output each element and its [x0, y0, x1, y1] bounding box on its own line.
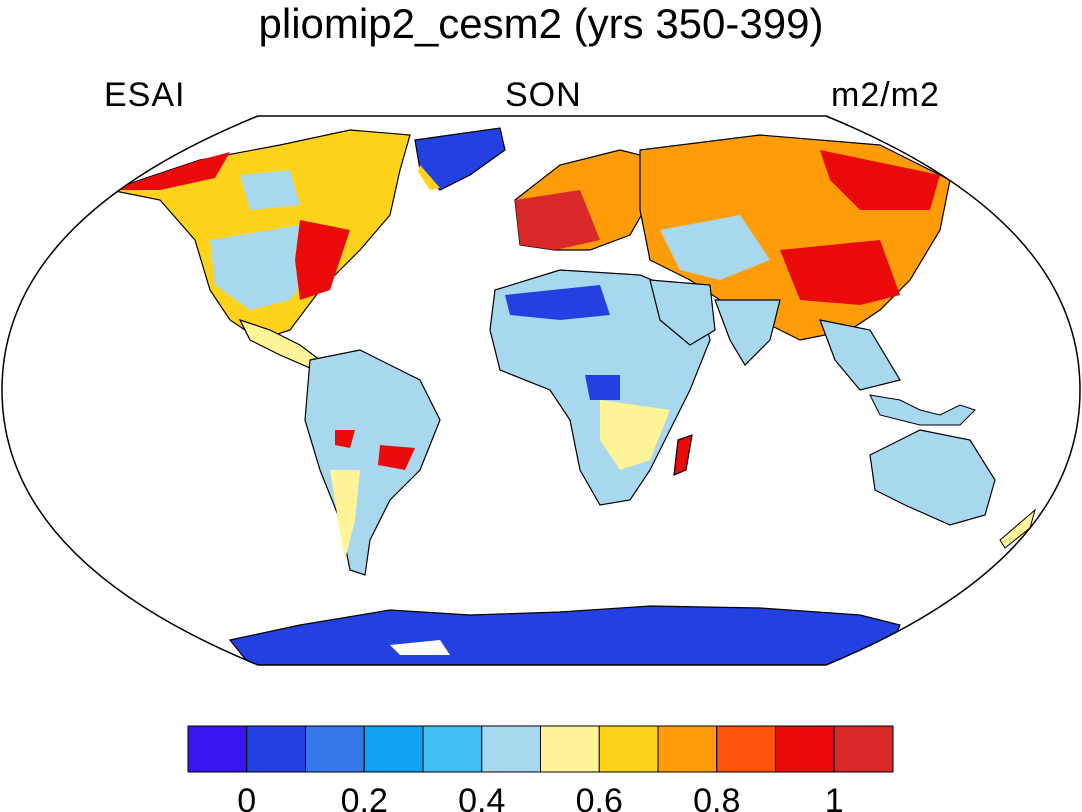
south-america-yellow: [330, 470, 360, 560]
colorbar-swatch: [305, 725, 365, 773]
south-america-red-2: [335, 430, 355, 448]
variable-label: ESAI: [104, 76, 186, 114]
south-america-red-1: [378, 445, 415, 470]
india: [714, 299, 781, 366]
units-label: m2/m2: [831, 76, 940, 114]
madagascar: [673, 434, 693, 476]
north-america-north-red: [112, 152, 230, 190]
colorbar-swatch: [657, 725, 718, 773]
world-map: [1, 115, 1081, 666]
colorbar-tick-label: 0.2: [341, 782, 388, 812]
colorbar-tick-label: 1: [825, 782, 844, 812]
colorbar-swatch: [775, 725, 835, 773]
colorbar-swatch: [716, 725, 776, 773]
asia-central-blue: [660, 215, 770, 280]
colorbar-swatch: [540, 725, 600, 773]
sahara-blue: [505, 285, 610, 320]
colorbar-swatch: [833, 725, 894, 773]
australia: [869, 429, 996, 526]
colorbar-swatch: [246, 725, 306, 773]
colorbar-tick-label: 0.8: [693, 782, 740, 812]
arabia: [649, 279, 716, 346]
north-america-east-red: [295, 220, 350, 300]
south-america-land: [304, 349, 441, 576]
colorbar-swatch: [598, 725, 659, 773]
colorbar-tick-label: 0: [237, 782, 256, 812]
central-africa-blue: [585, 375, 620, 400]
colorbar-swatch: [187, 725, 248, 773]
season-label: SON: [505, 76, 582, 114]
greenland-coast: [418, 165, 440, 190]
southeast-asia: [819, 319, 901, 391]
map-title: pliomip2_cesm2 (yrs 350-399): [258, 0, 824, 47]
colorbar-swatch: [422, 725, 483, 773]
colorbar-tick-label: 0.6: [576, 782, 623, 812]
colorbar: 0 0.2 0.4 0.6 0.8 1: [187, 725, 894, 812]
colorbar-swatch: [481, 725, 541, 773]
map-border: [1, 115, 1081, 666]
colorbar-swatch: [363, 725, 424, 773]
siberia-red: [820, 150, 940, 210]
canada-blue-patch: [240, 170, 300, 210]
indonesia: [869, 394, 976, 426]
africa-south-yellow: [600, 400, 670, 470]
asia-east-red: [780, 240, 900, 305]
europe-west-red: [515, 190, 600, 250]
antarctica-shelf: [390, 640, 450, 655]
north-america-west-blue: [210, 225, 320, 310]
antarctica: [228, 605, 901, 665]
colorbar-tick-label: 0.4: [458, 782, 505, 812]
